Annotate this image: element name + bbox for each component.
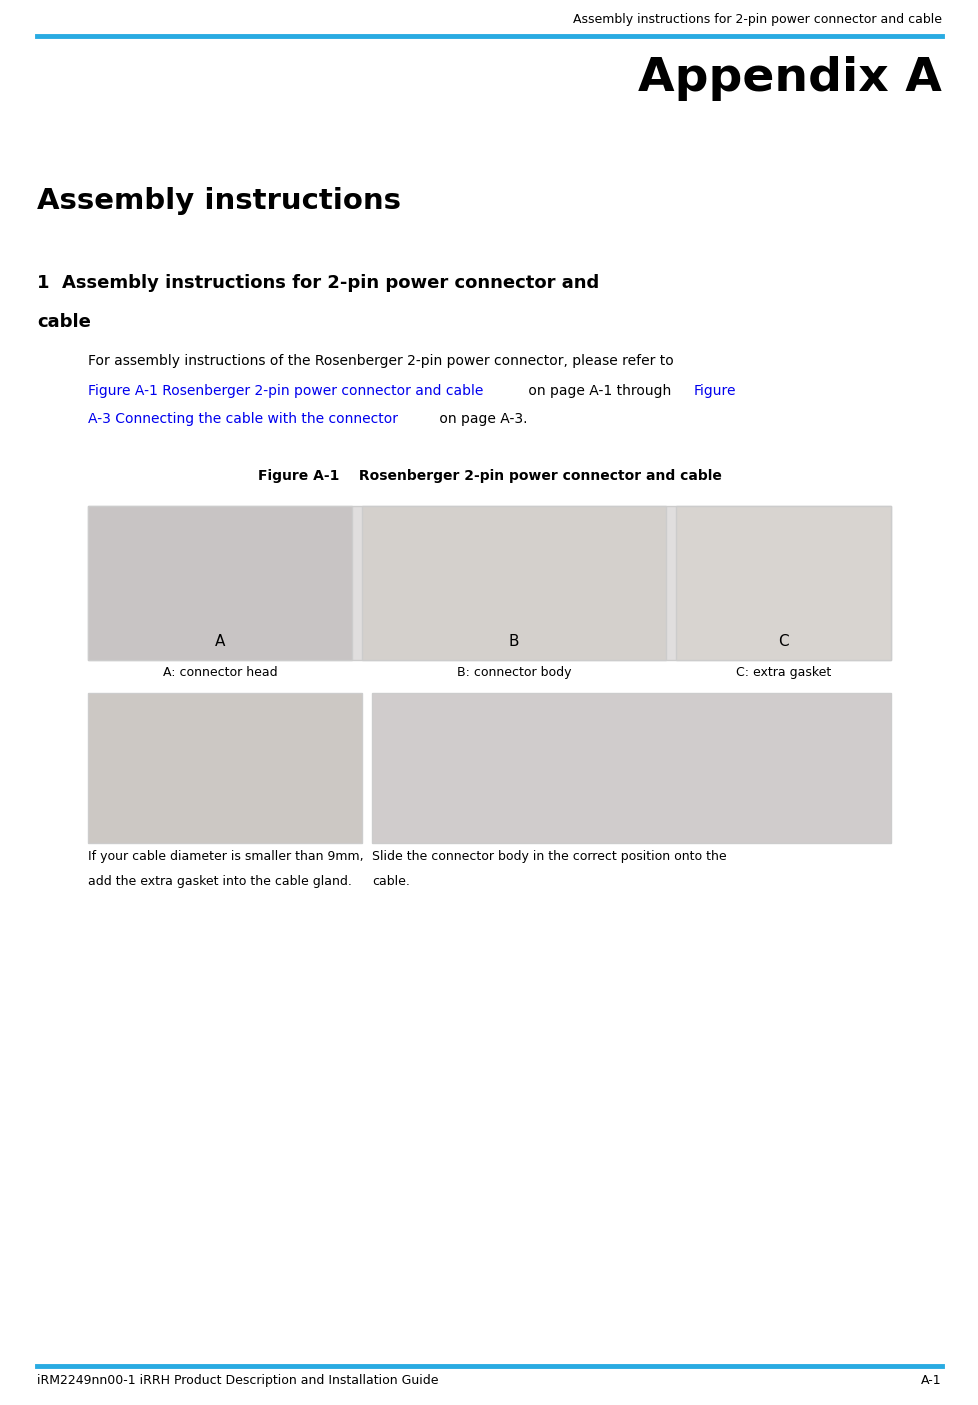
Bar [362,506,665,660]
Text: 1  Assembly instructions for 2-pin power connector and: 1 Assembly instructions for 2-pin power … [37,274,599,292]
Bar [88,506,890,660]
Text: iRM2249nn00-1 iRRH Product Description and Installation Guide: iRM2249nn00-1 iRRH Product Description a… [37,1374,438,1387]
Bar [88,693,362,843]
Text: cable: cable [37,313,91,332]
Text: Slide the connector body in the correct position onto the: Slide the connector body in the correct … [372,850,726,863]
Text: A-1: A-1 [920,1374,941,1387]
Text: Appendix A: Appendix A [638,56,941,101]
Text: Figure: Figure [693,384,735,398]
Text: B: B [509,634,518,649]
Bar [372,693,890,843]
Text: on page A-3.: on page A-3. [435,412,527,426]
Text: Assembly instructions: Assembly instructions [37,187,401,215]
Text: A: connector head: A: connector head [162,666,278,679]
Text: C: extra gasket: C: extra gasket [734,666,830,679]
Bar [88,506,352,660]
Text: cable.: cable. [372,875,410,888]
Text: A: A [215,634,225,649]
Text: C: C [778,634,787,649]
Text: Figure A-1    Rosenberger 2-pin power connector and cable: Figure A-1 Rosenberger 2-pin power conne… [257,469,721,483]
Text: For assembly instructions of the Rosenberger 2-pin power connector, please refer: For assembly instructions of the Rosenbe… [88,354,673,368]
Text: add the extra gasket into the cable gland.: add the extra gasket into the cable glan… [88,875,352,888]
Text: A-3 Connecting the cable with the connector: A-3 Connecting the cable with the connec… [88,412,398,426]
Bar [675,506,890,660]
Text: Assembly instructions for 2-pin power connector and cable: Assembly instructions for 2-pin power co… [572,13,941,27]
Text: If your cable diameter is smaller than 9mm,: If your cable diameter is smaller than 9… [88,850,364,863]
Text: on page A-1 through: on page A-1 through [523,384,675,398]
Text: Figure A-1 Rosenberger 2-pin power connector and cable: Figure A-1 Rosenberger 2-pin power conne… [88,384,483,398]
Text: B: connector body: B: connector body [457,666,570,679]
